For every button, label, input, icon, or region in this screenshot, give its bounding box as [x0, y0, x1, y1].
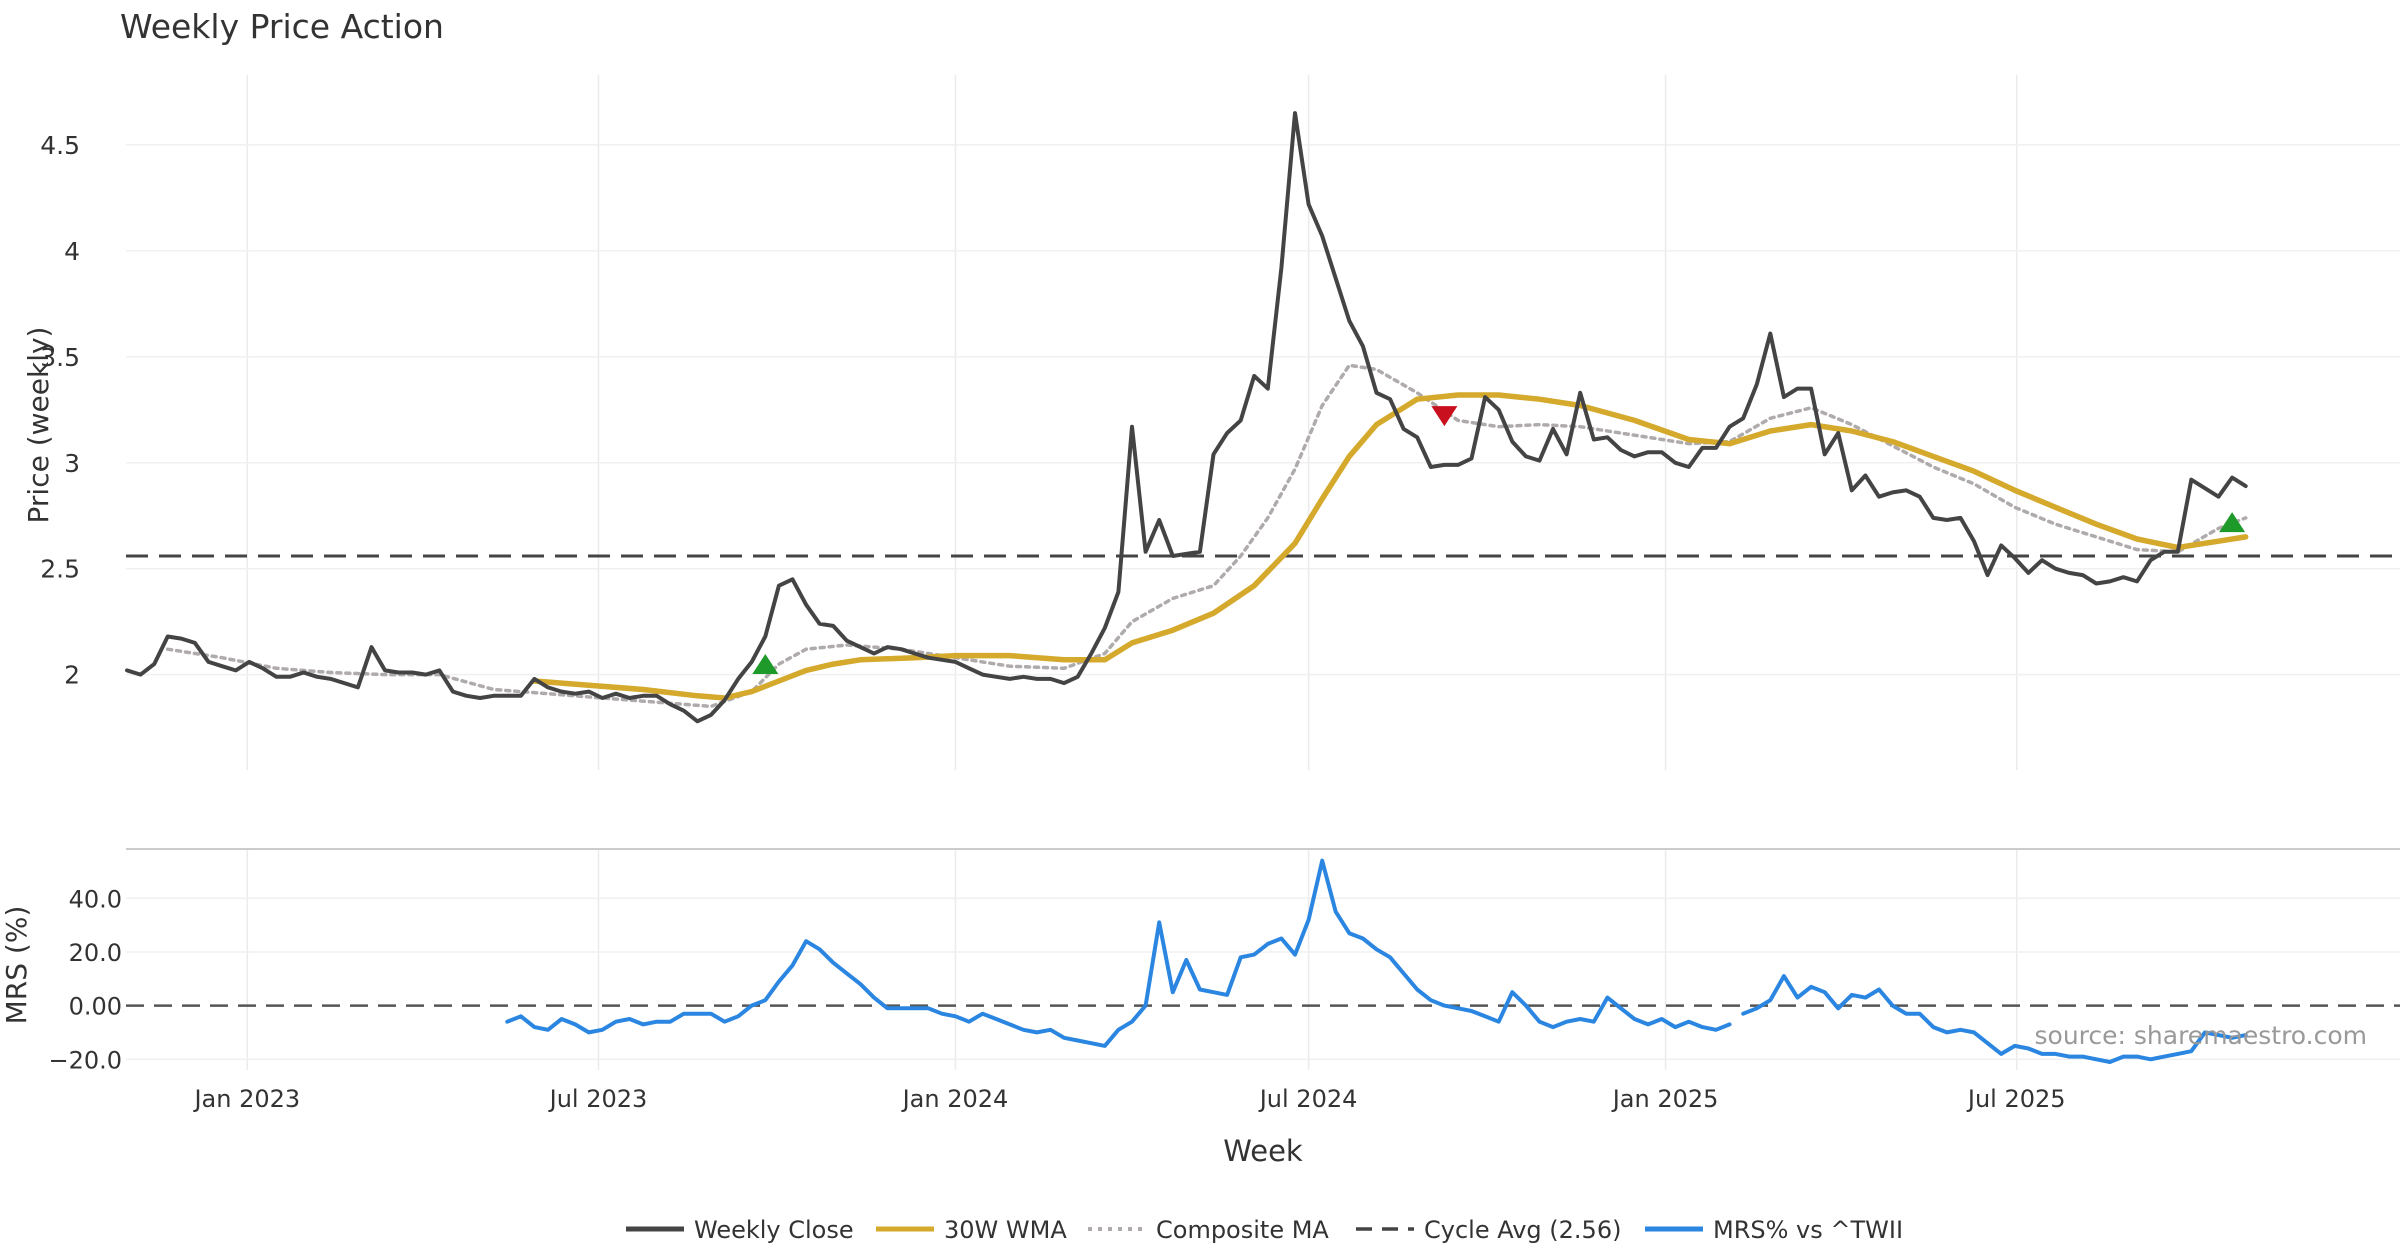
x-tick-label: Jul 2024 — [1258, 1085, 1358, 1113]
x-tick-label: Jan 2025 — [1611, 1085, 1719, 1113]
composite-ma-line — [165, 363, 2248, 709]
legend-label: Cycle Avg (2.56) — [1424, 1216, 1621, 1244]
wma-30w-line — [531, 392, 2249, 701]
mrs-series — [126, 858, 2400, 1064]
source-note: source: sharemaestro.com — [2035, 1021, 2368, 1050]
price-y-ticks: 2 2.5 3 3.5 4 4.5 — [40, 131, 80, 690]
mrs-line — [1741, 974, 2248, 1064]
price-y-tick-label: 3 — [64, 449, 80, 478]
x-tick-label: Jan 2024 — [901, 1085, 1009, 1113]
legend: Weekly Close 30W WMA Composite MA Cycle Avg… — [626, 1216, 1903, 1244]
legend-label: Composite MA — [1156, 1216, 1329, 1244]
weekly-close-line — [125, 111, 2248, 724]
x-tick-label: Jul 2023 — [548, 1085, 648, 1113]
legend-label: Weekly Close — [694, 1216, 854, 1244]
legend-label: 30W WMA — [944, 1216, 1067, 1244]
legend-label: MRS% vs ^TWII — [1713, 1216, 1903, 1244]
chart-title: Weekly Price Action — [120, 7, 444, 46]
mrs-gridlines — [126, 850, 2400, 1070]
price-y-tick-label: 3.5 — [40, 343, 80, 372]
x-tick-label: Jul 2025 — [1966, 1085, 2066, 1113]
x-tick-label: Jan 2023 — [192, 1085, 300, 1113]
price-y-tick-label: 4 — [64, 237, 80, 266]
price-gridlines — [126, 75, 2400, 770]
x-axis-ticks: Jan 2023 Jul 2023 Jan 2024 Jul 2024 Jan 2025… — [192, 1085, 2065, 1113]
mrs-y-tick-label: 0.00 — [69, 993, 122, 1021]
buy-signal-marker — [752, 654, 779, 675]
signal-markers — [752, 406, 2246, 675]
mrs-y-tick-label: 20.0 — [69, 939, 122, 967]
price-y-tick-label: 2 — [64, 661, 80, 690]
x-axis-title: Week — [1223, 1134, 1303, 1168]
price-y-tick-label: 4.5 — [40, 131, 80, 160]
sell-signal-marker — [1431, 406, 1458, 427]
mrs-y-tick-label: −20.0 — [48, 1046, 122, 1074]
mrs-y-ticks: −20.0 0.00 20.0 40.0 — [48, 885, 122, 1074]
price-y-tick-label: 2.5 — [40, 555, 80, 584]
price-y-axis-title: Price (weekly) — [22, 327, 55, 524]
mrs-y-axis-title: MRS (%) — [0, 906, 33, 1025]
price-series — [125, 111, 2400, 724]
mrs-line — [505, 858, 1732, 1048]
buy-signal-marker — [2219, 512, 2246, 533]
mrs-y-tick-label: 40.0 — [69, 885, 122, 913]
